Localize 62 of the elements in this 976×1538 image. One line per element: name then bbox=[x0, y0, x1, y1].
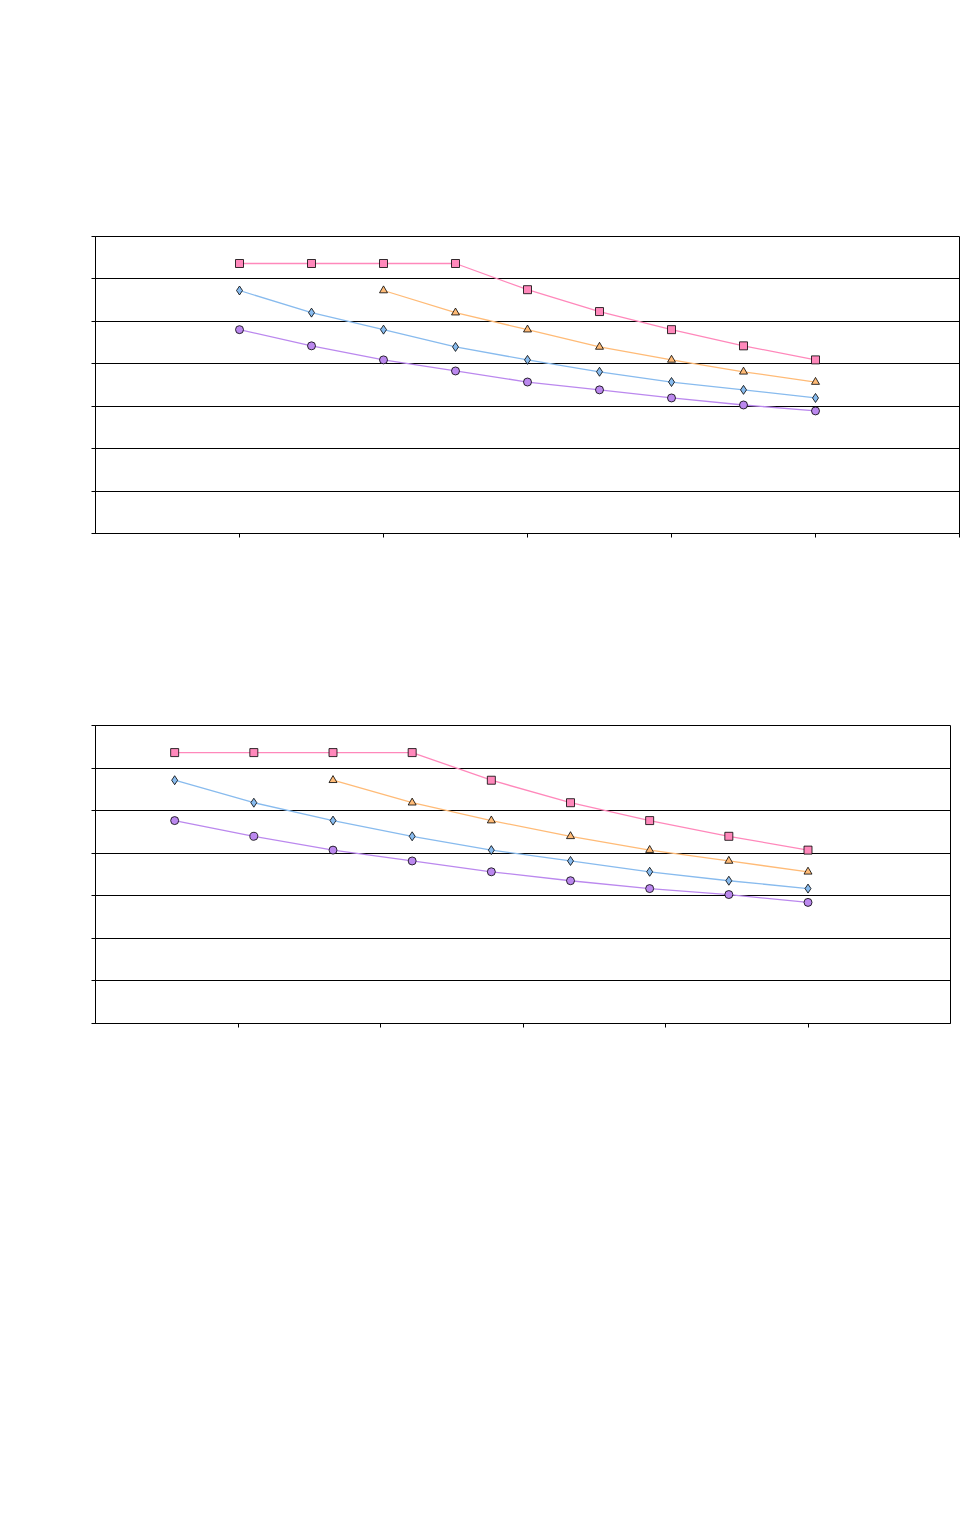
point bbox=[645, 884, 655, 893]
point bbox=[328, 845, 338, 855]
point bbox=[250, 797, 258, 808]
point bbox=[407, 748, 417, 757]
point bbox=[803, 898, 813, 907]
point bbox=[812, 393, 819, 403]
point bbox=[811, 377, 820, 385]
point bbox=[724, 855, 734, 864]
point bbox=[595, 385, 604, 395]
point bbox=[725, 875, 733, 886]
point bbox=[667, 354, 676, 363]
point bbox=[249, 831, 259, 841]
point bbox=[523, 377, 532, 387]
point bbox=[645, 816, 655, 825]
point bbox=[307, 341, 316, 351]
point bbox=[407, 856, 417, 866]
point bbox=[804, 883, 812, 894]
point bbox=[328, 775, 338, 783]
point bbox=[451, 366, 460, 376]
point bbox=[811, 355, 820, 365]
point bbox=[249, 748, 259, 757]
point bbox=[566, 876, 575, 886]
point bbox=[451, 259, 460, 268]
point bbox=[646, 866, 654, 877]
point bbox=[739, 366, 748, 375]
point bbox=[407, 797, 417, 806]
point bbox=[668, 377, 675, 387]
point bbox=[486, 815, 496, 824]
point bbox=[724, 831, 734, 841]
point bbox=[645, 845, 655, 853]
point bbox=[170, 816, 180, 825]
point bbox=[803, 866, 813, 875]
point bbox=[408, 831, 416, 842]
point bbox=[486, 867, 496, 877]
point bbox=[451, 307, 460, 316]
point bbox=[667, 393, 676, 403]
point bbox=[170, 748, 180, 757]
point bbox=[667, 325, 676, 335]
point bbox=[171, 775, 179, 786]
point bbox=[379, 259, 388, 268]
point bbox=[567, 856, 574, 866]
point bbox=[523, 324, 532, 333]
point bbox=[452, 342, 459, 352]
point bbox=[235, 325, 244, 335]
point bbox=[803, 845, 813, 855]
point bbox=[486, 775, 496, 785]
point bbox=[379, 355, 388, 365]
point bbox=[487, 845, 495, 856]
point bbox=[566, 798, 575, 808]
point bbox=[328, 748, 338, 757]
point bbox=[739, 341, 748, 351]
point bbox=[235, 259, 244, 268]
point bbox=[595, 307, 604, 316]
point bbox=[329, 815, 337, 826]
point bbox=[724, 890, 734, 899]
point bbox=[379, 285, 388, 294]
point bbox=[595, 341, 604, 350]
point bbox=[739, 400, 748, 410]
point bbox=[811, 406, 820, 416]
point bbox=[307, 259, 316, 268]
point bbox=[566, 831, 575, 840]
point bbox=[523, 285, 532, 295]
